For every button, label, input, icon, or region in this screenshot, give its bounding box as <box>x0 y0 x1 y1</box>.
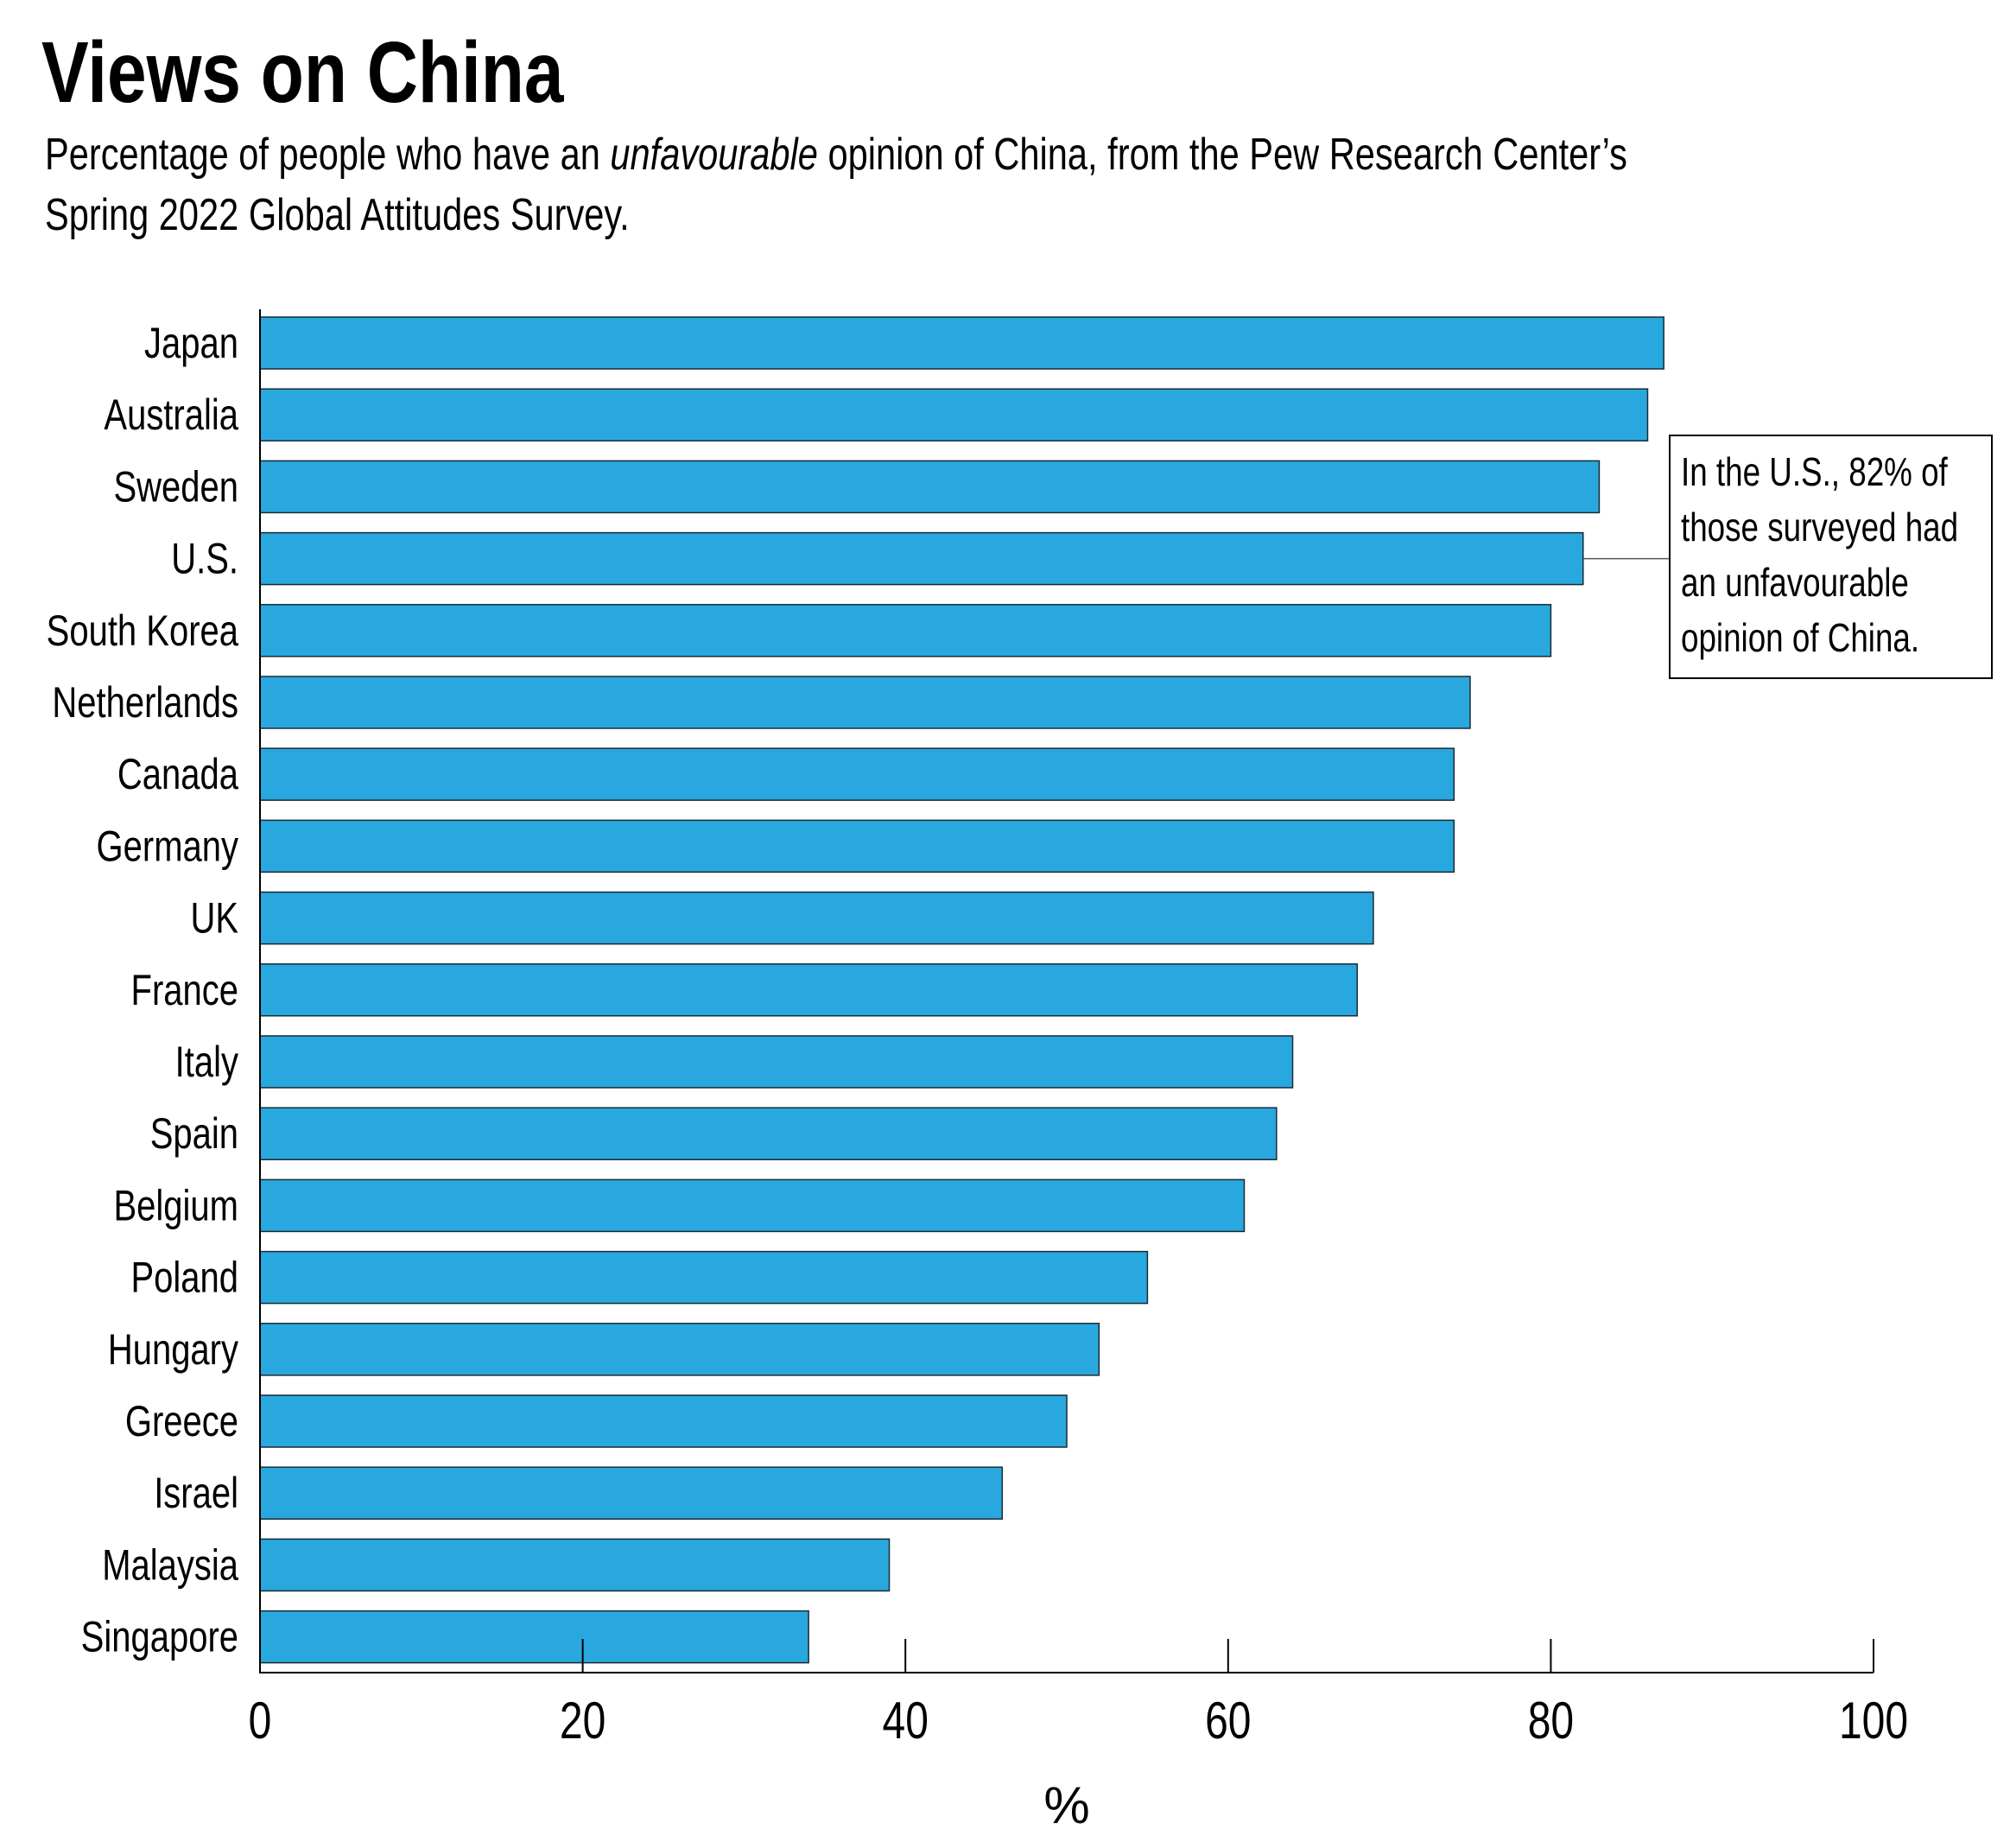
bar-italy <box>259 1035 1294 1089</box>
bar-uk <box>259 891 1374 945</box>
category-label: Singapore <box>81 1612 238 1661</box>
annotation-text: In the U.S., 82% of <box>1681 449 1948 494</box>
bar-malaysia <box>259 1538 891 1592</box>
x-tick-label: 100 <box>1839 1692 1908 1750</box>
bar-canada <box>259 747 1455 801</box>
category-label: Belgium <box>114 1181 238 1229</box>
bar-sweden <box>259 460 1601 514</box>
bar-south-korea <box>259 604 1552 657</box>
bar-germany <box>259 819 1455 873</box>
chart-subtitle: Percentage of people who have an unfavou… <box>45 129 1627 180</box>
category-label: Malaysia <box>102 1540 239 1589</box>
category-label: Netherlands <box>52 678 238 727</box>
x-tick-label: 20 <box>560 1692 606 1750</box>
bar-spain <box>259 1107 1278 1160</box>
category-label: Canada <box>117 750 239 798</box>
category-label: Poland <box>130 1253 238 1301</box>
chart-subtitle-line2: Spring 2022 Global Attitudes Survey. <box>45 189 630 240</box>
x-axis-label: % <box>1043 1776 1089 1834</box>
bar-poland <box>259 1250 1149 1305</box>
category-label: U.S. <box>171 534 238 582</box>
x-tick-label: 60 <box>1205 1692 1251 1750</box>
bar-israel <box>259 1466 1004 1520</box>
category-label: Greece <box>125 1397 238 1445</box>
bar-japan <box>259 316 1664 370</box>
bar-u-s- <box>259 531 1584 586</box>
subtitle-emphasis: unfavourable <box>610 129 817 180</box>
subtitle-part-1: Percentage of people who have an <box>45 129 610 180</box>
category-label: France <box>131 966 238 1014</box>
annotation-text: opinion of China. <box>1681 615 1919 660</box>
category-label: Israel <box>154 1469 238 1517</box>
bar-france <box>259 963 1358 1017</box>
bar-belgium <box>259 1178 1246 1233</box>
annotation-text: those surveyed had <box>1681 505 1958 549</box>
category-label: Italy <box>175 1038 239 1086</box>
category-label: Spain <box>150 1109 238 1158</box>
category-label: Hungary <box>108 1325 238 1374</box>
category-label: UK <box>190 893 238 942</box>
category-label: Australia <box>104 391 238 439</box>
annotation-box <box>1669 435 1993 679</box>
annotation-text: an unfavourable <box>1681 560 1909 605</box>
x-tick-label: 0 <box>249 1692 272 1750</box>
bar-australia <box>259 388 1649 441</box>
category-label: Sweden <box>113 462 238 511</box>
bar-greece <box>259 1394 1068 1448</box>
bar-netherlands <box>259 676 1471 729</box>
x-tick-label: 80 <box>1528 1692 1574 1750</box>
bar-hungary <box>259 1323 1100 1376</box>
category-label: Germany <box>97 822 239 870</box>
bar-singapore <box>259 1610 809 1664</box>
x-tick-label: 40 <box>883 1692 929 1750</box>
chart-title: Views on China <box>41 24 564 121</box>
subtitle-part-3: opinion of China, from the Pew Research … <box>818 129 1627 180</box>
category-label: South Korea <box>47 606 239 655</box>
category-label: Japan <box>144 319 238 367</box>
